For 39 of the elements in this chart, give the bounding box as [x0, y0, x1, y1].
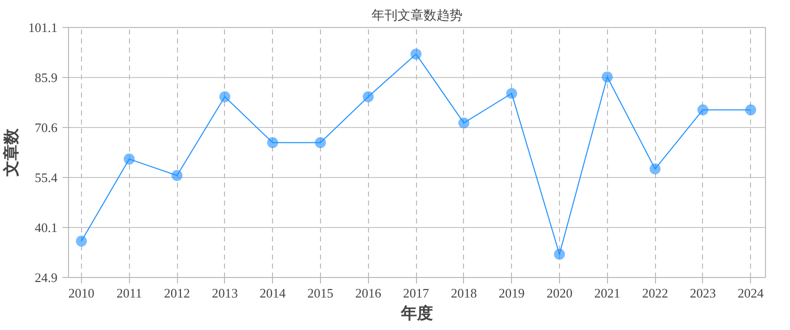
x-tick-label: 2012 [164, 286, 190, 300]
x-tick-label: 2024 [738, 286, 764, 300]
y-tick-label: 101.1 [28, 20, 58, 35]
x-tick-label: 2014 [260, 286, 286, 300]
x-tick-label: 2016 [355, 286, 382, 300]
point [410, 48, 422, 60]
point [124, 154, 135, 165]
x-tick-label: 2013 [212, 286, 238, 300]
point [650, 163, 661, 174]
point [697, 104, 708, 116]
x-tick-label: 2022 [642, 286, 668, 300]
y-axis-title: 文章数 [2, 128, 20, 178]
x-axis-title: 年度 [400, 304, 433, 322]
point [458, 117, 470, 128]
y-tick-label: 24.9 [34, 270, 58, 285]
x-tick-label: 2020 [546, 286, 572, 300]
y-tick-label: 70.6 [34, 120, 58, 136]
point [362, 91, 374, 102]
x-tick-label: 2023 [690, 286, 716, 300]
point [745, 104, 756, 116]
x-tick-label: 2018 [450, 286, 477, 300]
y-tick-label: 55.4 [34, 170, 58, 185]
y-tick-label: 40.1 [34, 220, 58, 236]
x-tick-label: 2010 [68, 286, 94, 300]
point [172, 170, 183, 181]
x-tick-label: 2015 [307, 286, 334, 300]
point [506, 88, 518, 99]
x-tick-label: 2011 [116, 286, 142, 300]
point [314, 137, 326, 148]
point [76, 236, 87, 247]
point [554, 248, 565, 260]
point [602, 72, 613, 83]
x-tick-label: 2019 [498, 286, 525, 300]
point [267, 137, 278, 148]
y-tick-label: 85.9 [34, 70, 58, 85]
x-tick-label: 2017 [403, 286, 430, 300]
point [219, 91, 230, 102]
chart-title: 年刊文章数趋势 [372, 8, 462, 22]
x-tick-label: 2021 [594, 286, 620, 300]
